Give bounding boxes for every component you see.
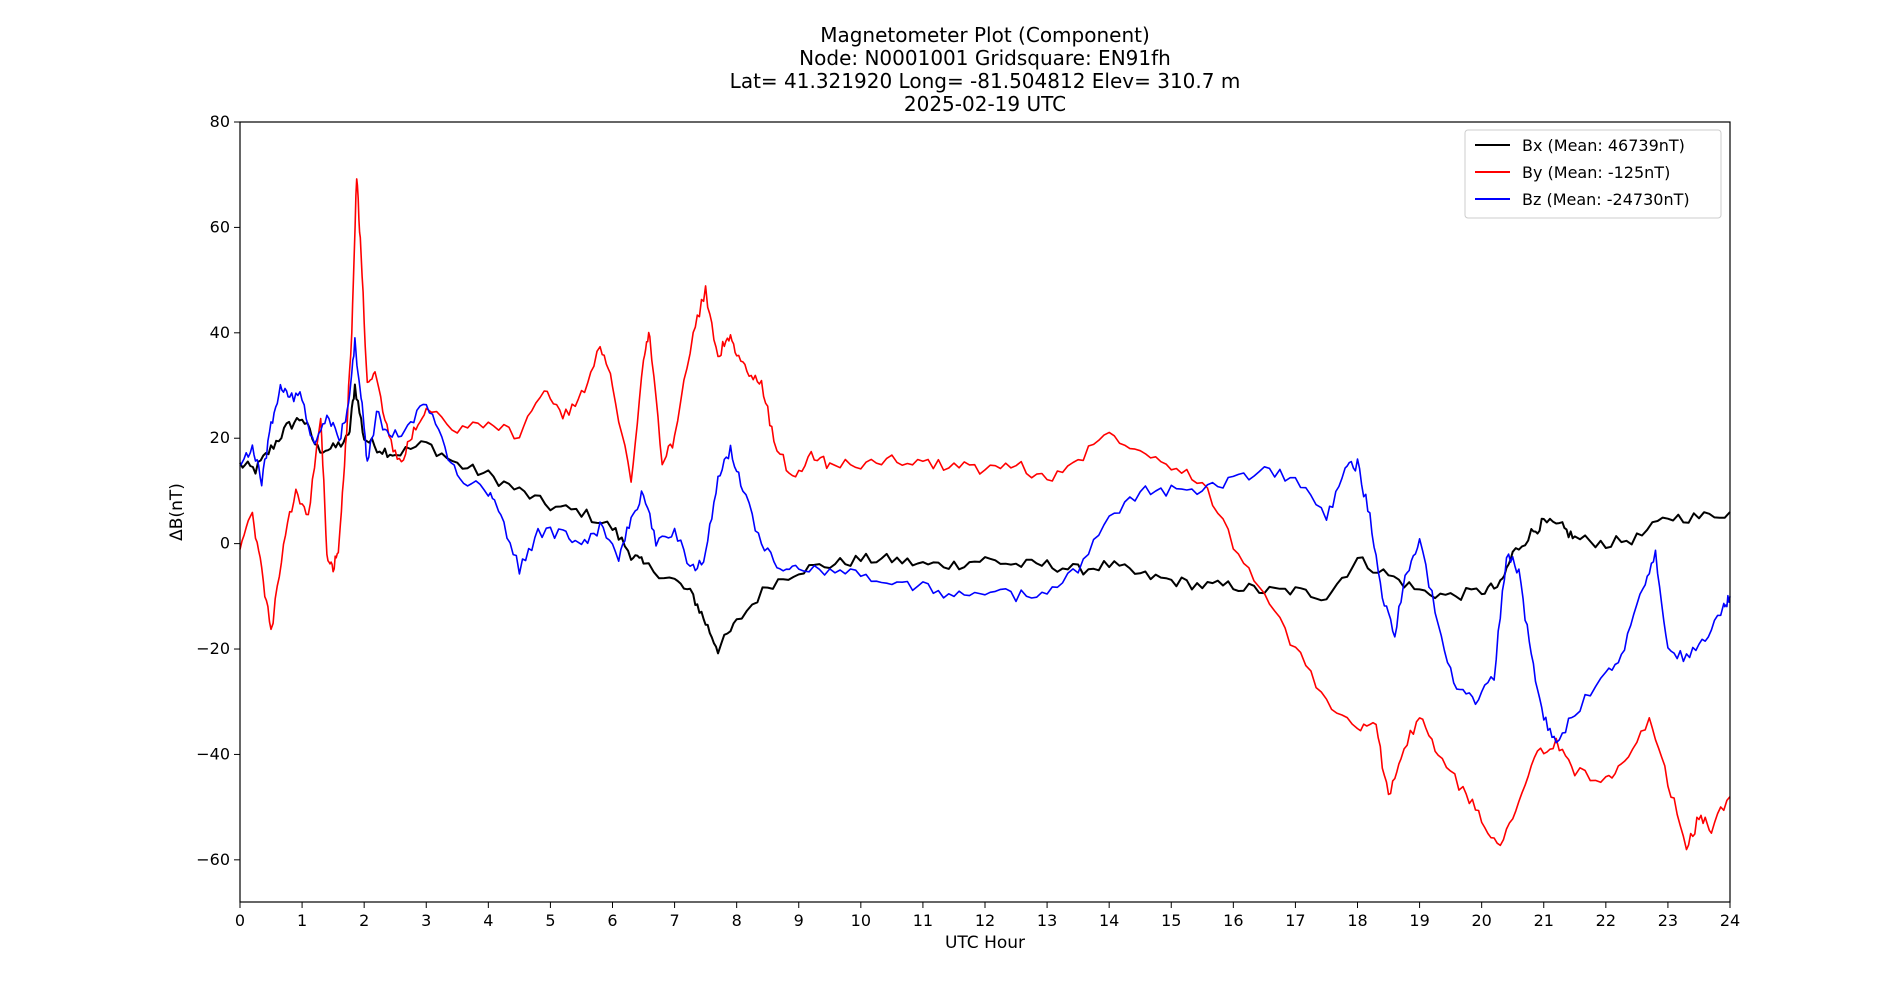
x-axis-label: UTC Hour bbox=[945, 933, 1025, 953]
x-axis: 0 1 2 3 4 5 6 7 8 9 10 11 12 13 14 15 16 17 18 19 20 21 22 23 24 bbox=[235, 902, 1740, 930]
x-tick-label: 14 bbox=[1099, 911, 1119, 930]
y-tick-label: 40 bbox=[210, 323, 230, 342]
x-tick-label: 17 bbox=[1285, 911, 1305, 930]
x-tick-label: 13 bbox=[1037, 911, 1057, 930]
x-tick-label: 3 bbox=[421, 911, 431, 930]
x-tick-label: 12 bbox=[975, 911, 995, 930]
x-tick-label: 10 bbox=[851, 911, 871, 930]
chart-title-line-1: Magnetometer Plot (Component) bbox=[820, 23, 1150, 47]
x-tick-label: 6 bbox=[607, 911, 617, 930]
legend: Bx (Mean: 46739nT) By (Mean: -125nT) Bz (M… bbox=[1464, 129, 1722, 219]
series-line-by bbox=[239, 178, 1731, 851]
x-tick-label: 22 bbox=[1596, 911, 1616, 930]
x-tick-label: 16 bbox=[1223, 911, 1243, 930]
y-tick-label: −40 bbox=[196, 744, 230, 763]
x-tick-label: 4 bbox=[483, 911, 493, 930]
legend-label: By (Mean: -125nT) bbox=[1522, 163, 1670, 182]
x-tick-label: 5 bbox=[545, 911, 555, 930]
chart-title: Magnetometer Plot (Component) Node: N000… bbox=[730, 23, 1241, 116]
x-tick-label: 24 bbox=[1720, 911, 1740, 930]
x-tick-label: 7 bbox=[669, 911, 679, 930]
x-tick-label: 11 bbox=[913, 911, 933, 930]
y-tick-label: −60 bbox=[196, 850, 230, 869]
x-tick-label: 9 bbox=[794, 911, 804, 930]
x-tick-label: 18 bbox=[1347, 911, 1367, 930]
x-tick-label: 21 bbox=[1534, 911, 1554, 930]
legend-box bbox=[1464, 129, 1722, 219]
legend-label: Bx (Mean: 46739nT) bbox=[1522, 136, 1685, 155]
y-tick-label: 0 bbox=[220, 534, 230, 553]
series-line-bx bbox=[239, 383, 1731, 655]
y-tick-label: 20 bbox=[210, 428, 230, 447]
series-layer bbox=[239, 178, 1731, 851]
x-tick-label: 1 bbox=[297, 911, 307, 930]
x-tick-label: 15 bbox=[1161, 911, 1181, 930]
y-axis-label: ΔB(nT) bbox=[167, 483, 187, 541]
y-tick-label: −20 bbox=[196, 639, 230, 658]
x-tick-label: 19 bbox=[1409, 911, 1429, 930]
y-tick-label: 60 bbox=[210, 217, 230, 236]
x-tick-label: 20 bbox=[1471, 911, 1491, 930]
plot-area-frame bbox=[239, 121, 1731, 903]
chart-title-line-4: 2025-02-19 UTC bbox=[904, 92, 1066, 116]
chart-title-line-3: Lat= 41.321920 Long= -81.504812 Elev= 31… bbox=[730, 69, 1241, 93]
chart-title-line-2: Node: N0001001 Gridsquare: EN91fh bbox=[799, 46, 1171, 70]
x-tick-label: 2 bbox=[359, 911, 369, 930]
series-line-bz bbox=[239, 337, 1731, 744]
x-tick-label: 0 bbox=[235, 911, 245, 930]
legend-label: Bz (Mean: -24730nT) bbox=[1522, 190, 1690, 209]
x-tick-label: 23 bbox=[1658, 911, 1678, 930]
x-tick-label: 8 bbox=[732, 911, 742, 930]
y-axis: 80 60 40 20 0 −20 −40 −60 bbox=[196, 112, 240, 869]
y-tick-label: 80 bbox=[210, 112, 230, 131]
